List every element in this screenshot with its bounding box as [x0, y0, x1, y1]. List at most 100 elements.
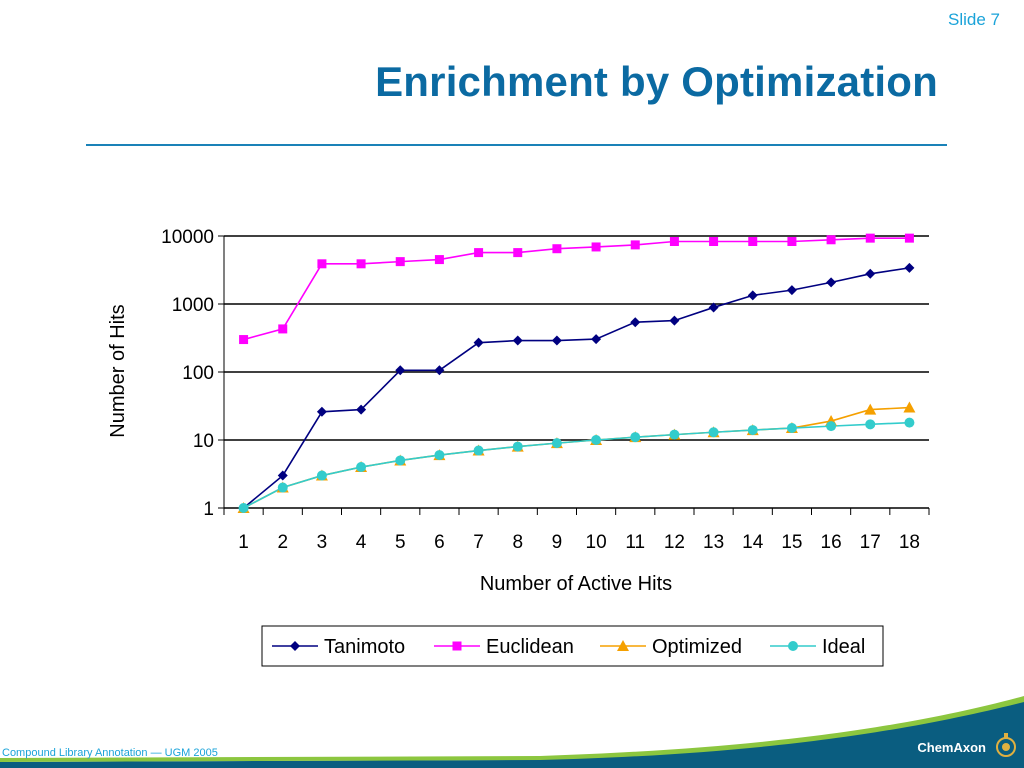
point-tanimoto — [395, 365, 406, 376]
point-tanimoto — [904, 262, 915, 273]
series-line-optimized — [243, 406, 910, 509]
point-tanimoto — [434, 365, 445, 376]
point-euclidean — [669, 237, 679, 247]
brand-name: ChemAxon — [917, 740, 986, 755]
point-euclidean — [865, 233, 875, 243]
point-ideal — [786, 423, 797, 434]
legend-marker-tanimoto — [290, 641, 300, 651]
point-ideal — [591, 435, 602, 445]
point-euclidean — [434, 255, 444, 265]
point-ideal — [865, 419, 876, 430]
point-ideal — [826, 421, 837, 432]
point-euclidean — [630, 240, 640, 250]
point-tanimoto — [865, 268, 876, 279]
x-tick-label: 4 — [356, 532, 367, 553]
series-line-euclidean — [243, 237, 910, 341]
x-tick-label: 10 — [586, 532, 607, 553]
point-ideal — [316, 470, 327, 481]
point-euclidean — [787, 237, 797, 247]
point-ideal — [630, 432, 641, 443]
point-ideal — [356, 462, 367, 473]
brand-logo-icon — [996, 733, 1016, 757]
x-tick-label: 2 — [277, 532, 288, 553]
point-tanimoto — [551, 335, 562, 346]
point-ideal — [434, 450, 445, 461]
x-tick-label: 6 — [434, 532, 445, 553]
x-tick-label: 12 — [664, 532, 685, 553]
point-tanimoto — [277, 470, 288, 481]
x-tick-label: 18 — [899, 532, 920, 553]
point-euclidean — [552, 244, 562, 254]
point-euclidean — [278, 324, 288, 334]
legend-marker-optimized — [617, 640, 629, 651]
point-tanimoto — [591, 334, 602, 345]
x-tick-label: 8 — [512, 532, 523, 553]
x-tick-label: 13 — [703, 532, 724, 553]
point-ideal — [473, 445, 484, 456]
point-optimized — [903, 401, 916, 413]
point-ideal — [277, 482, 288, 493]
point-euclidean — [748, 237, 758, 247]
point-tanimoto — [708, 302, 719, 313]
point-euclidean — [395, 257, 405, 267]
x-tick-label: 11 — [625, 532, 645, 553]
point-euclidean — [474, 248, 484, 258]
point-euclidean — [239, 335, 249, 345]
y-tick-label: 1000 — [172, 295, 214, 316]
point-euclidean — [826, 235, 836, 245]
point-tanimoto — [316, 406, 327, 417]
series-line-ideal — [243, 421, 910, 509]
point-euclidean — [513, 248, 523, 258]
point-tanimoto — [826, 277, 837, 288]
legend-label-tanimoto: Tanimoto — [324, 636, 405, 658]
point-tanimoto — [473, 337, 484, 348]
y-tick-label: 10 — [193, 431, 214, 452]
point-ideal — [669, 429, 680, 440]
x-tick-label: 17 — [860, 532, 881, 553]
point-ideal — [708, 427, 719, 438]
x-tick-label: 15 — [781, 532, 802, 553]
legend-marker-ideal — [788, 641, 798, 651]
x-tick-label: 3 — [317, 532, 328, 553]
point-tanimoto — [512, 335, 523, 346]
point-euclidean — [591, 242, 601, 252]
point-ideal — [904, 417, 915, 428]
y-tick-label: 100 — [182, 363, 214, 384]
y-tick-label: 1 — [203, 499, 214, 520]
y-tick-label: 10000 — [161, 227, 214, 248]
x-tick-label: 14 — [742, 532, 764, 553]
point-euclidean — [904, 233, 914, 243]
x-tick-label: 5 — [395, 532, 406, 553]
slide-title: Enrichment by Optimization — [375, 58, 938, 105]
point-ideal — [551, 438, 562, 449]
title-divider — [86, 144, 947, 146]
point-ideal — [512, 441, 523, 452]
x-tick-label: 7 — [473, 532, 484, 553]
x-tick-label: 1 — [238, 532, 249, 553]
series-line-tanimoto — [243, 267, 910, 509]
point-ideal — [238, 503, 249, 513]
legend-label-ideal: Ideal — [822, 636, 865, 658]
footer-caption: Compound Library Annotation — UGM 2005 — [2, 747, 218, 759]
x-axis-title: Number of Active Hits — [480, 573, 672, 595]
point-tanimoto — [669, 315, 680, 326]
point-tanimoto — [786, 285, 797, 296]
point-tanimoto — [747, 290, 758, 301]
x-tick-label: 16 — [821, 532, 842, 553]
y-axis-title: Number of Hits — [107, 304, 129, 437]
point-euclidean — [356, 259, 366, 269]
legend: Tanimoto Euclidean Optimized Ideal — [261, 625, 884, 667]
legend-label-optimized: Optimized — [652, 636, 742, 658]
point-tanimoto — [356, 404, 367, 415]
slide-number: Slide 7 — [948, 10, 1000, 29]
footer-band — [0, 696, 1024, 768]
x-tick-label: 9 — [552, 532, 563, 553]
point-optimized — [864, 403, 877, 415]
legend-label-euclidean: Euclidean — [486, 636, 574, 658]
point-ideal — [395, 455, 406, 466]
point-euclidean — [317, 259, 327, 269]
legend-marker-euclidean — [452, 641, 462, 651]
point-euclidean — [709, 237, 719, 247]
point-tanimoto — [630, 317, 641, 328]
point-ideal — [747, 425, 758, 436]
